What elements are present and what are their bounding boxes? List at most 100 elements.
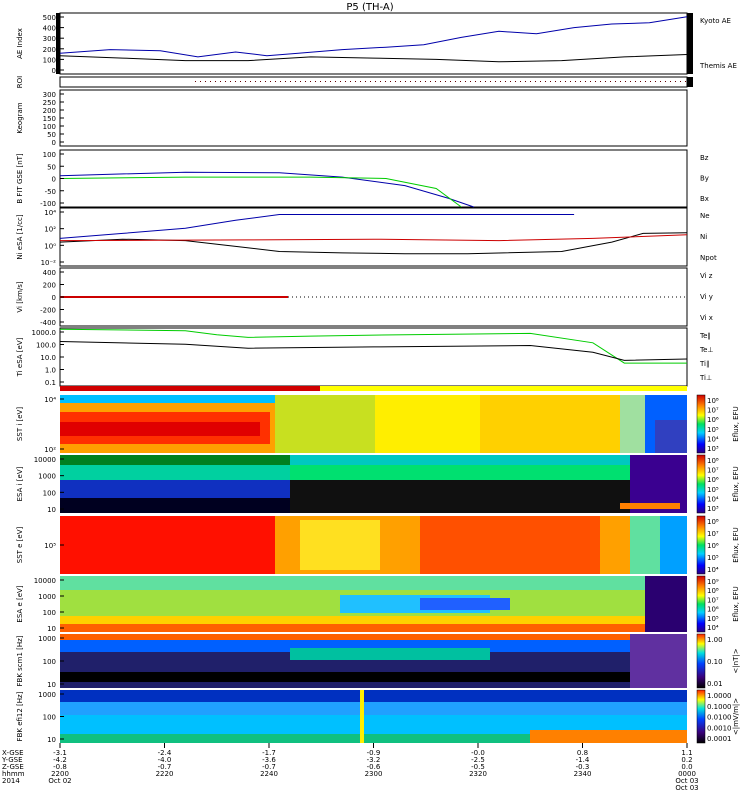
y-tick-label: 100	[43, 658, 56, 666]
y-tick-label: -400	[40, 319, 56, 327]
y-tick-label: 100	[43, 489, 56, 497]
roi-dot	[415, 81, 416, 82]
y-tick-label: 150	[43, 115, 56, 123]
colorbar-tick: 10⁸	[707, 457, 719, 465]
roi-dot	[495, 81, 496, 82]
y-tick-label: 100	[43, 123, 56, 131]
roi-dot	[430, 81, 431, 82]
roi-dot	[545, 81, 546, 82]
roi-dot	[380, 81, 381, 82]
roi-dot	[250, 81, 251, 82]
legend-label: By	[700, 175, 709, 183]
panel-ylabel-fbk_e: FBK efi12 [Hz]	[16, 691, 24, 741]
roi-dot	[475, 81, 476, 82]
y-tick-label: 100	[43, 609, 56, 617]
colorbar-tick: 10⁶	[707, 476, 719, 484]
y-tick-label: 500	[43, 14, 56, 22]
roi-dot	[220, 81, 221, 82]
y-tick-label: 10⁰	[44, 242, 56, 250]
roi-dot	[235, 81, 236, 82]
colorbar-tick: 10⁴	[707, 435, 719, 443]
y-tick-label: 10000	[34, 456, 56, 464]
series-line-6	[59, 214, 575, 239]
x-tick-label: -3.2	[367, 756, 381, 764]
legend-label: Vi z	[700, 272, 713, 280]
x-tick-label: -3.6	[262, 756, 276, 764]
roi-dot	[410, 81, 411, 82]
roi-dot	[330, 81, 331, 82]
roi-dot	[675, 81, 676, 82]
roi-dot	[385, 81, 386, 82]
colorbar-tick: 10⁴	[707, 566, 719, 574]
roi-dot	[655, 81, 656, 82]
x-tick-label: -0.6	[367, 763, 381, 771]
colorbar-tick: 0.0100	[707, 714, 732, 722]
panel-keogram	[59, 89, 688, 147]
panel-ylabel-esa_e: ESA e [eV]	[16, 585, 24, 622]
legend-label: Te⊥	[699, 346, 714, 354]
x-tick-label: -1.4	[576, 756, 590, 764]
spectrogram-esa-electrons	[60, 576, 687, 632]
colorbar-tick: 10⁷	[707, 467, 719, 475]
roi-dot	[555, 81, 556, 82]
roi-dot	[600, 81, 601, 82]
roi-dot	[435, 81, 436, 82]
colorbar-tick: 10⁷	[707, 596, 719, 604]
roi-dot	[630, 81, 631, 82]
roi-dot	[680, 81, 681, 82]
legend-label: Kyoto AE	[700, 17, 731, 25]
roi-dot	[265, 81, 266, 82]
roi-dot	[670, 81, 671, 82]
x-tick-label: -0.3	[576, 763, 590, 771]
x-tick-label: 2340	[574, 770, 592, 778]
roi-dot	[200, 81, 201, 82]
roi-dot	[320, 81, 321, 82]
colorbar-label: Eflux, EFU	[732, 406, 740, 441]
x-tick-label: -4.0	[158, 756, 172, 764]
roi-dot	[420, 81, 421, 82]
y-tick-label: 10	[47, 506, 56, 514]
series-line-4	[59, 232, 688, 255]
roi-dot	[470, 81, 471, 82]
y-tick-label: 300	[43, 91, 56, 99]
y-tick-label: 10⁻²	[41, 259, 57, 267]
x-tick-label: -1.7	[262, 749, 276, 757]
x-tick-label: -0.9	[367, 749, 381, 757]
x-tick-label: 0.2	[681, 756, 692, 764]
x-tick-label: -0.0	[471, 749, 485, 757]
spectrogram-sst-electrons	[60, 516, 687, 574]
panel-ylabel-ae: AE Index	[16, 28, 24, 59]
x-tick-label: 0.8	[577, 749, 588, 757]
roi-dot	[285, 81, 286, 82]
panel-ylabel-bfit: B FIT GSE [nT]	[16, 153, 24, 204]
colorbar-tick: 1.00	[707, 636, 723, 644]
legend-label: Vi x	[700, 314, 713, 322]
time-axis-row-label: hhmm	[2, 770, 25, 778]
x-tick-label: -0.7	[158, 763, 172, 771]
x-tick-label: 0.0	[681, 763, 692, 771]
panel-ylabel-esa_i: ESA i [eV]	[16, 466, 24, 501]
y-tick-label: 400	[43, 25, 56, 33]
legend-label: Bx	[700, 195, 709, 203]
y-tick-label: 200	[43, 46, 56, 54]
panel-ti	[59, 327, 688, 387]
y-tick-label: 10	[47, 736, 56, 744]
y-tick-label: 250	[43, 99, 56, 107]
y-tick-label: 0	[52, 176, 56, 184]
roi-dot	[575, 81, 576, 82]
legend-label: Themis AE	[699, 62, 737, 70]
colorbar-tick: 10⁶	[707, 416, 719, 424]
roi-dot	[255, 81, 256, 82]
y-tick-label: 10⁴	[44, 396, 56, 404]
x-tick-label: -2.5	[471, 756, 485, 764]
x-tick-label: Oct 03	[675, 777, 698, 785]
panel-ni	[59, 207, 688, 267]
x-tick-label: -0.5	[471, 763, 485, 771]
x-tick-label: -4.2	[53, 756, 67, 764]
colorbar-tick: 10⁴	[707, 624, 719, 632]
roi-dot	[335, 81, 336, 82]
colorbar-label: Eflux, EFU	[732, 466, 740, 501]
status-bar-red	[60, 386, 320, 391]
y-tick-label: 10⁵	[44, 542, 56, 550]
